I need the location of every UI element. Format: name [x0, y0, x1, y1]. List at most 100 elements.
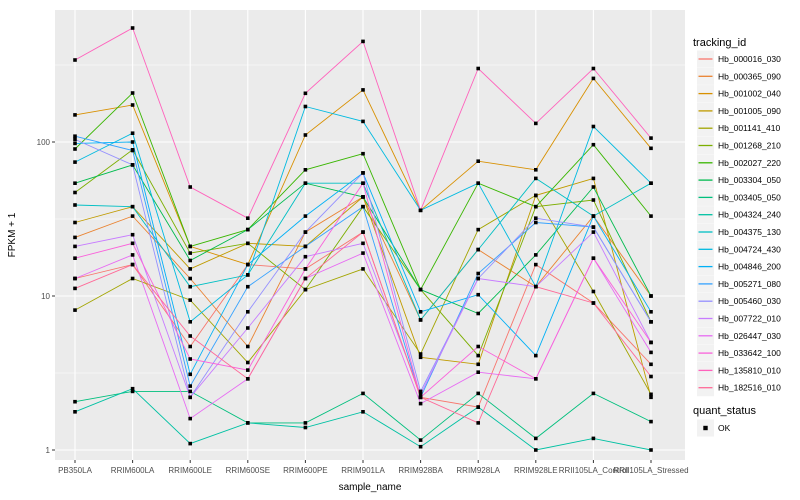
legend-item-label: Hb_002027_220	[718, 158, 781, 168]
data-point-marker	[649, 181, 653, 185]
data-point-marker	[188, 372, 192, 377]
data-point-marker	[418, 310, 423, 314]
data-point-marker	[303, 267, 308, 271]
data-point-marker	[303, 230, 308, 234]
data-point-marker	[649, 146, 653, 151]
data-point-marker	[188, 251, 192, 255]
data-point-marker	[188, 416, 192, 421]
data-point-marker	[361, 241, 365, 246]
data-point-marker	[361, 391, 365, 396]
data-point-marker	[591, 76, 596, 81]
data-point-marker	[246, 227, 250, 232]
data-point-marker	[130, 386, 135, 391]
data-point-marker	[188, 267, 192, 271]
x-tick-label: RRIM600PE	[283, 466, 327, 475]
data-point-marker	[534, 168, 538, 172]
data-point-marker	[303, 91, 308, 96]
data-point-marker	[246, 377, 250, 381]
data-point-marker	[649, 310, 653, 314]
x-tick-label: RRIM600LE	[168, 466, 212, 475]
x-tick-label: PB350LA	[58, 466, 92, 475]
data-point-marker	[188, 298, 192, 302]
data-point-marker	[591, 142, 596, 147]
data-point-marker	[649, 374, 653, 379]
legend-item-label: Hb_005460_030	[718, 296, 781, 306]
data-point-marker	[303, 181, 308, 185]
data-point-marker	[130, 148, 135, 153]
data-point-marker	[246, 241, 250, 246]
data-point-marker	[246, 360, 250, 365]
data-point-marker	[188, 258, 192, 263]
data-point-marker	[534, 353, 538, 358]
data-point-marker	[649, 136, 653, 140]
data-point-marker	[418, 395, 423, 400]
data-point-marker	[130, 232, 135, 237]
data-point-marker	[246, 284, 250, 289]
data-point-marker	[591, 289, 596, 294]
data-point-marker	[303, 425, 308, 430]
data-point-marker	[188, 284, 192, 289]
data-point-marker	[418, 287, 423, 292]
data-point-marker	[534, 193, 538, 198]
data-point-marker	[246, 262, 250, 267]
data-point-marker	[246, 421, 250, 425]
data-point-marker	[649, 392, 653, 397]
data-point-marker	[188, 357, 192, 361]
legend-title-quant-status: quant_status	[693, 405, 756, 417]
data-point-marker	[130, 253, 135, 257]
data-point-marker	[591, 124, 596, 129]
data-point-marker	[649, 340, 653, 345]
data-point-marker	[361, 230, 365, 234]
data-point-marker	[130, 103, 135, 107]
data-point-marker	[534, 253, 538, 257]
data-point-marker	[361, 39, 365, 44]
data-point-marker	[591, 256, 596, 260]
x-tick-label: RRIM901LA	[341, 466, 385, 475]
data-point-marker	[591, 185, 596, 189]
data-point-marker	[188, 395, 192, 400]
data-point-marker	[361, 181, 365, 185]
data-point-marker	[130, 131, 135, 135]
data-point-marker	[418, 389, 423, 394]
data-point-marker	[418, 318, 423, 322]
data-point-marker	[361, 204, 365, 209]
data-point-marker	[73, 147, 77, 151]
data-point-marker	[649, 395, 653, 400]
data-point-marker	[591, 176, 596, 181]
data-point-marker	[418, 401, 423, 406]
data-point-marker	[130, 241, 135, 246]
data-point-marker	[649, 214, 653, 218]
legend-item-label: Hb_004324_240	[718, 210, 781, 220]
y-axis-title: FPKM + 1	[7, 212, 18, 257]
legend-item-label: Hb_001002_040	[718, 89, 781, 99]
data-point-marker	[476, 247, 480, 252]
legend-item-label: Hb_001141_410	[718, 123, 781, 133]
data-point-marker	[649, 362, 653, 367]
data-point-marker	[303, 254, 308, 259]
data-point-marker	[246, 344, 250, 349]
data-point-marker	[303, 133, 308, 137]
data-point-marker	[73, 244, 77, 249]
data-point-marker	[73, 113, 77, 117]
data-point-marker	[246, 310, 250, 314]
data-point-marker	[130, 204, 135, 209]
data-point-marker	[591, 230, 596, 234]
black-square-marker-icon	[703, 425, 708, 431]
data-point-marker	[246, 216, 250, 220]
y-tick-label: 1	[46, 446, 51, 455]
legend-item-label: Hb_004375_130	[718, 227, 781, 237]
data-point-marker	[591, 301, 596, 305]
panel-background	[55, 10, 685, 460]
data-point-marker	[188, 344, 192, 349]
data-point-marker	[534, 284, 538, 289]
data-point-marker	[73, 286, 77, 291]
legend-item-label: Hb_003405_050	[718, 192, 781, 202]
data-point-marker	[476, 292, 480, 297]
data-point-marker	[73, 58, 77, 62]
legend-title-tracking-id: tracking_id	[693, 37, 746, 49]
x-tick-label: RRIM928BA	[398, 466, 443, 475]
data-point-marker	[188, 441, 192, 446]
data-point-marker	[361, 267, 365, 271]
data-point-marker	[73, 181, 77, 185]
